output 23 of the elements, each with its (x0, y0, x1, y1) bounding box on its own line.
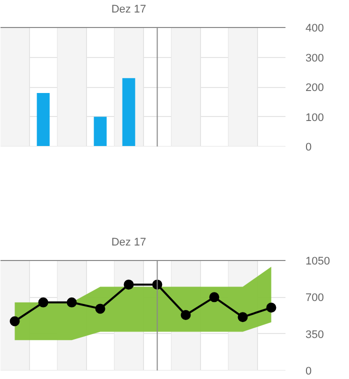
point (38, 297, 48, 308)
x-tick-label: Dez 17 (111, 4, 146, 16)
y-tick-label: 300 (306, 52, 324, 64)
point (209, 292, 220, 302)
y-tick-label: 400 (306, 22, 324, 34)
point (180, 310, 191, 320)
y-tick-label: 350 (306, 328, 324, 341)
bar (36, 92, 50, 146)
y-tick-label: 200 (306, 82, 324, 94)
y-tick-label: 0 (306, 366, 312, 378)
point (10, 316, 20, 326)
y-tick-label: 0 (306, 142, 312, 154)
bar (94, 116, 107, 146)
bar (122, 78, 136, 146)
y-tick-label: 700 (306, 292, 324, 304)
y-tick-label: 100 (306, 112, 324, 124)
point (124, 280, 134, 290)
point (238, 312, 248, 322)
x-tick-label: Dez 17 (111, 236, 146, 248)
y-tick-label: 1050 (306, 256, 330, 268)
point (95, 304, 106, 314)
point (266, 302, 276, 313)
point (66, 297, 77, 308)
